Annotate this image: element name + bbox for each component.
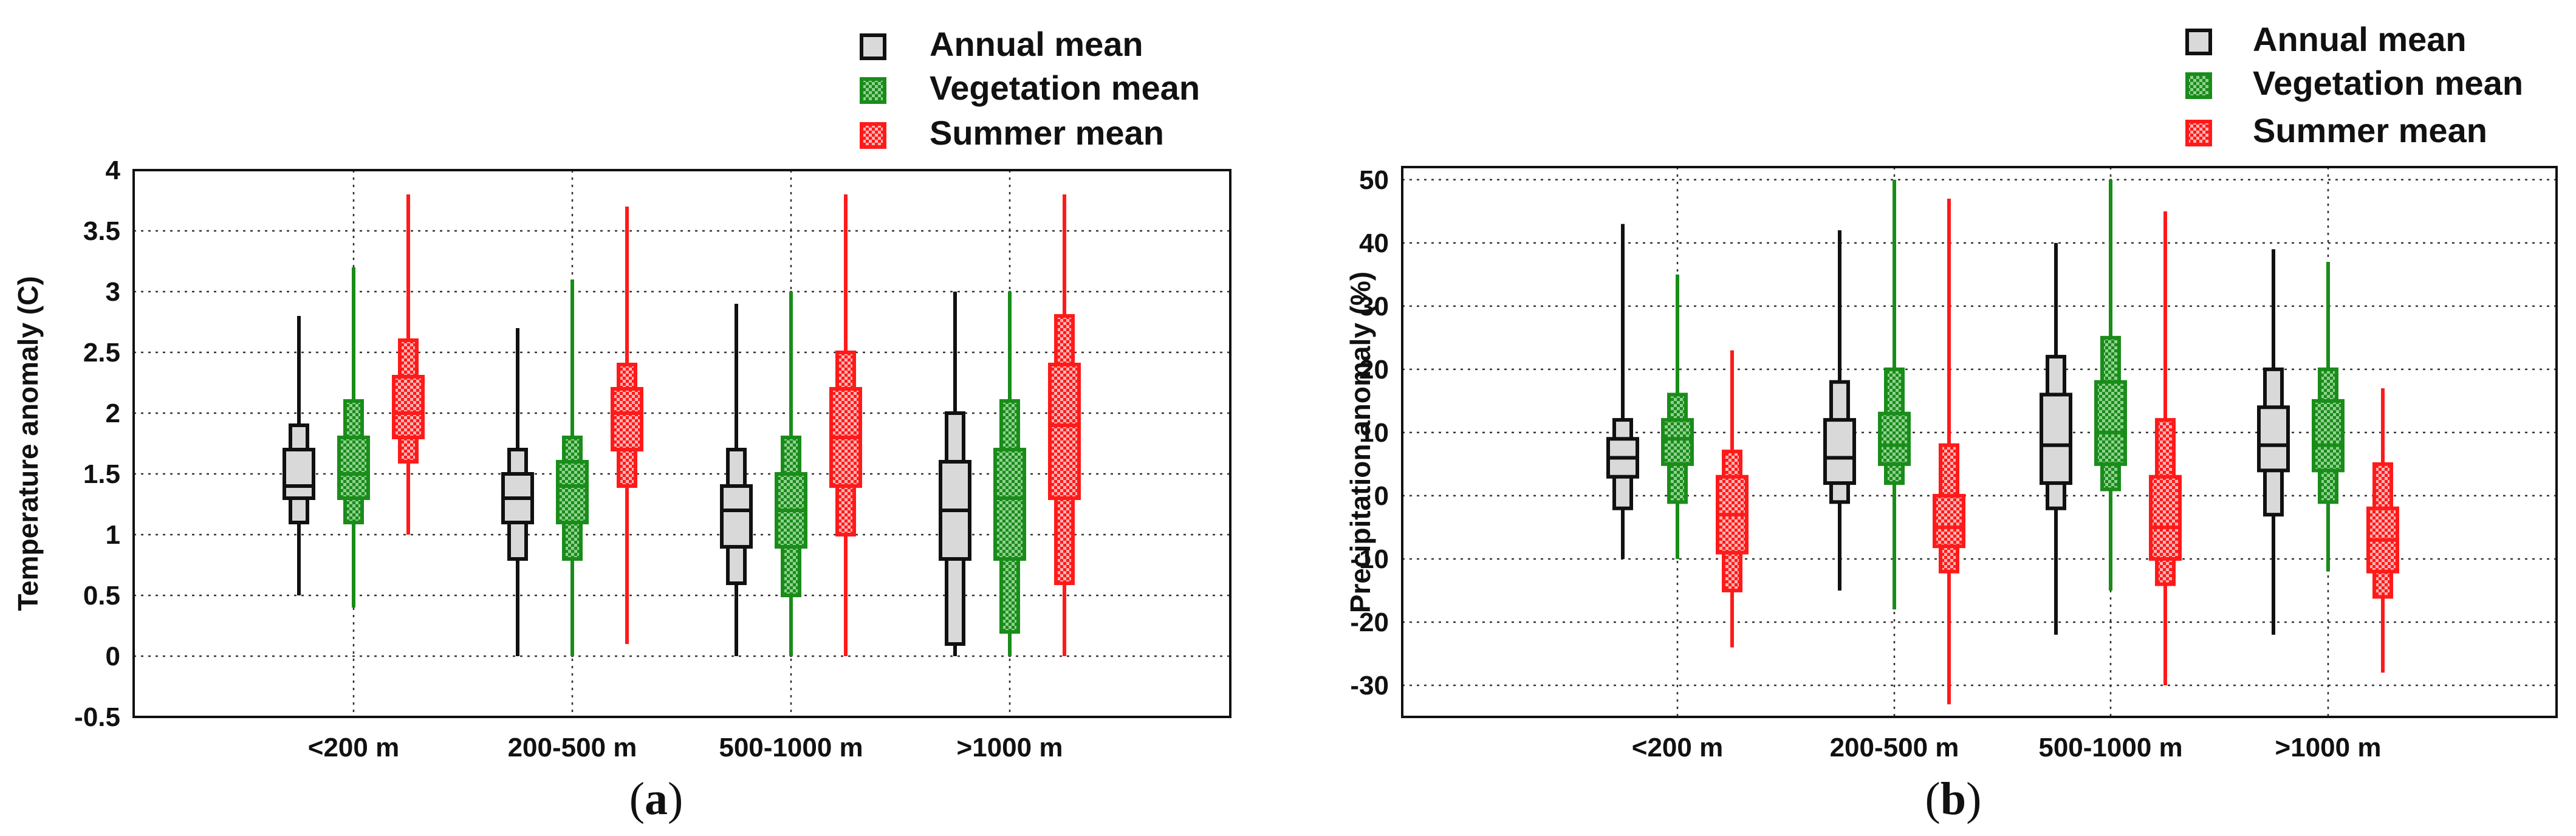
panel-b-open-paren: ( [1925,773,1941,824]
panel-a-y-tick-label: 3.5 [83,216,120,246]
panel-a-y-tick-label: 4 [106,156,121,185]
panel-a-summer-3-inner-box [1048,363,1081,500]
panel-a-vegetation-1-inner-box [556,460,589,524]
panel-b-y-tick-label: 10 [1359,418,1389,448]
panel-a-y-axis-label: Temperature anomaly (C) [12,276,44,611]
panel-b-y-tick-label: 40 [1359,228,1389,258]
panel-a-summer-0-inner-box [392,375,425,439]
panel-b-y-tick-label: 30 [1359,292,1389,321]
panel-a-y-tick-label: 1.5 [83,459,120,489]
panel-a-legend-label-vegetation: Vegetation mean [930,69,1200,107]
panel-a-legend-swatch-summer [860,122,886,149]
panel-a-x-tick-labels: <200 m 200-500 m 500-1000 m >1000 m [308,733,1063,762]
panel-a-close-paren: ) [668,773,683,824]
panel-b-legend-label-annual: Annual mean [2253,20,2467,58]
panel-a-plot-frame [132,169,1231,718]
panel-b-legend: Annual mean Vegetation mean Summer mean [2185,20,2523,149]
panel-b-vegetation-3-inner-box [2312,399,2345,473]
panel-b-x-tick-label: 500-1000 m [2038,733,2182,762]
panel-b-legend-swatch-annual [2185,29,2212,55]
panel-a-y-tick-label: -0.5 [74,702,120,732]
panel-a-annual-2-inner-box [720,484,753,549]
panel-b-y-tick-label: 20 [1359,355,1389,385]
panel-a-legend: Annual mean Vegetation mean Summer mean [860,25,1200,152]
panel-a-y-tick-labels: -0.5 0 0.5 1 1.5 2 2.5 3 3.5 4 [74,156,120,732]
panel-a-summer-1-inner-box [611,387,643,451]
panel-b-plot-frame [1401,166,2558,718]
panel-b-y-tick-label: -20 [1350,608,1389,637]
panel-b-y-axis-label: Precipitation anomaly (%) [1345,272,1376,613]
panel-a-letter: a [645,773,668,824]
panel-a-legend-label-annual: Annual mean [930,25,1143,63]
panel-b-annual-2-inner-box [2040,392,2072,485]
panel-b-y-tick-labels: -30 -20 -10 0 10 20 30 40 50 [1350,165,1389,701]
panel-b-close-paren: ) [1966,773,1981,824]
panel-a-label: (a) [629,773,683,824]
panel-a-legend-swatch-annual [860,33,886,60]
panel-a-annual-0-inner-box [283,448,315,500]
panel-b-legend-label-summer: Summer mean [2253,111,2487,149]
panel-b-legend-label-vegetation: Vegetation mean [2253,64,2523,102]
panel-a-y-tick-label: 1 [106,520,120,550]
panel-a-legend-label-summer: Summer mean [930,114,1164,152]
panel-a-open-paren: ( [629,773,645,824]
panel-b-x-tick-labels: <200 m 200-500 m 500-1000 m >1000 m [1632,733,2382,762]
panel-b-y-tick-label: 50 [1359,165,1389,195]
panel-b-label: (b) [1925,773,1982,824]
panel-a-x-tick-label: 500-1000 m [719,733,863,762]
panel-b-annual-1-inner-box [1823,418,1856,485]
panel-a-x-tick-label: <200 m [308,733,399,762]
panel-b-annual-3-inner-box [2257,405,2290,473]
panel-a-x-tick-label: 200-500 m [508,733,637,762]
panel-a-temperature: -0.5 0 0.5 1 1.5 2 2.5 3 3.5 4 <200 m 200-500 m 500… [12,25,1231,824]
panel-a-y-tick-label: 0 [106,642,120,671]
panel-b-x-tick-label: <200 m [1632,733,1723,762]
panel-b-vegetation-2-inner-box [2094,380,2127,466]
panel-b-vegetation-0-inner-box [1661,418,1694,466]
panel-b-vegetation-1-inner-box [1878,411,1911,466]
panel-b-x-tick-label: 200-500 m [1830,733,1959,762]
panel-a-vegetation-3-inner-box [993,448,1026,561]
panel-b-y-tick-label: 0 [1374,481,1389,511]
panel-a-y-tick-label: 0.5 [83,581,120,611]
panel-b-x-tick-label: >1000 m [2275,733,2382,762]
panel-b-boxplots [1606,179,2399,705]
panel-a-y-tick-label: 2.5 [83,338,120,368]
panel-a-gridlines [134,170,1230,717]
panel-b-y-tick-label: -10 [1350,544,1389,574]
panel-a-x-tick-label: >1000 m [957,733,1063,762]
panel-b-legend-swatch-summer [2185,120,2212,146]
panel-a-boxplots [283,194,1081,656]
panel-b-legend-swatch-vegetation [2185,72,2212,99]
panel-a-vegetation-0-inner-box [337,436,370,500]
panel-b-summer-2-inner-box [2149,475,2182,561]
panel-a-y-tick-label: 3 [106,277,120,307]
panel-b-letter: b [1941,773,1966,824]
panel-b-y-tick-label: -30 [1350,671,1389,701]
panel-a-legend-swatch-vegetation [860,77,886,104]
panel-b-precipitation: -30 -20 -10 0 10 20 30 40 50 <200 m 200-500 m 500-… [1345,20,2558,824]
panel-b-summer-1-inner-box [1933,493,1965,549]
panel-b-gridlines [1402,167,2557,717]
panel-a-y-tick-label: 2 [106,399,120,428]
